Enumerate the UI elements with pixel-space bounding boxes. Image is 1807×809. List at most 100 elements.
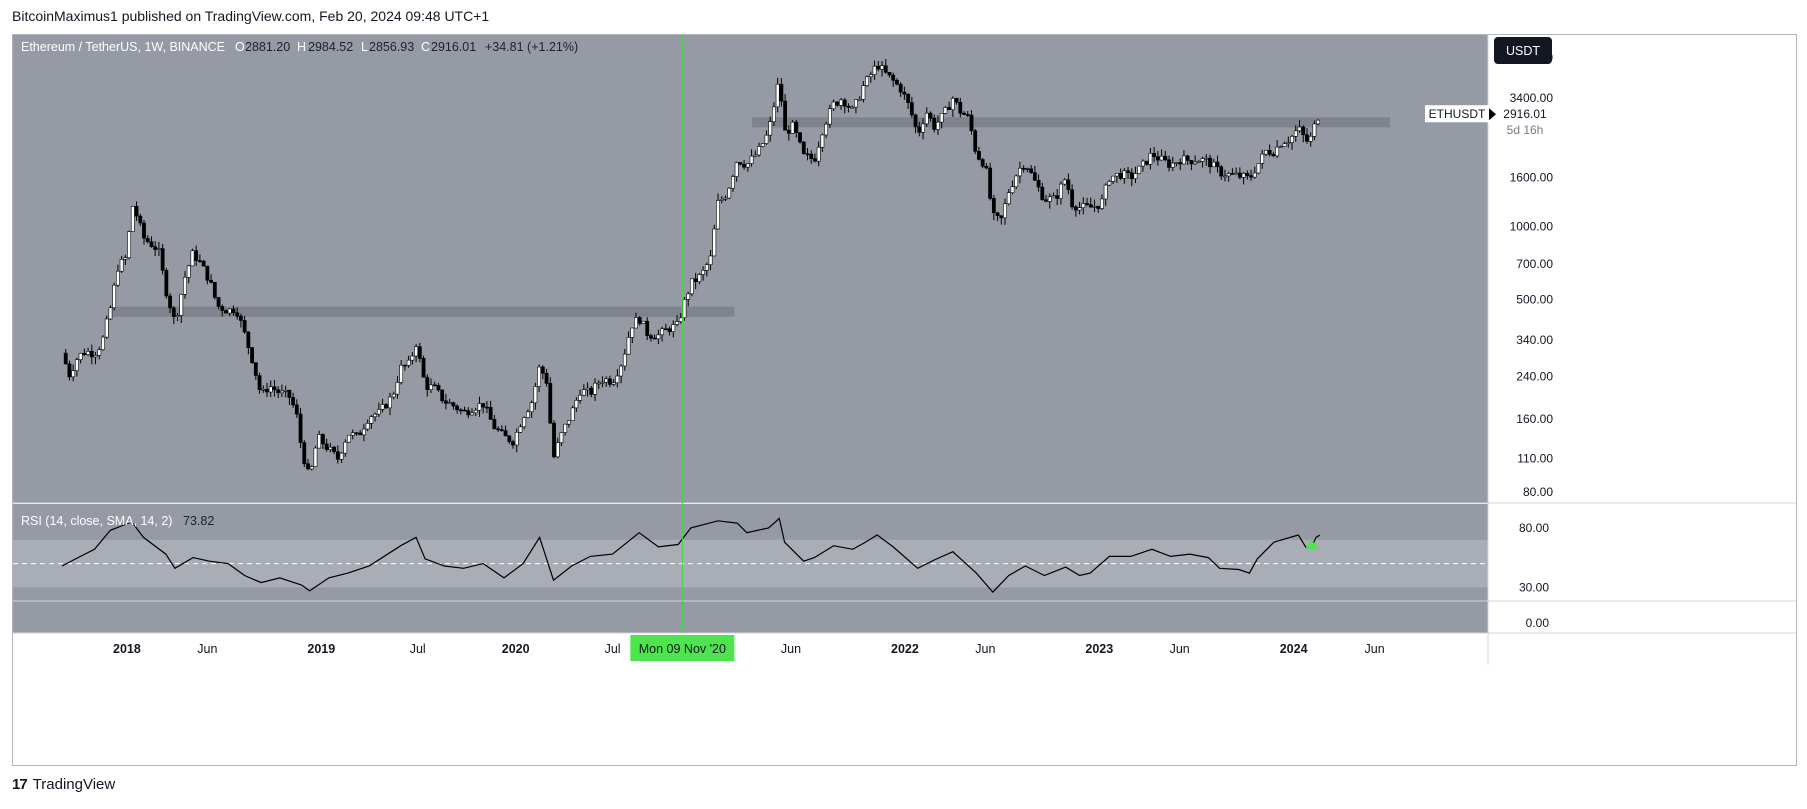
candle-up xyxy=(130,206,135,232)
candle-up xyxy=(921,123,925,133)
candle-up xyxy=(533,386,538,404)
candle-down xyxy=(1208,157,1212,168)
candle-up xyxy=(671,324,676,332)
candle-down xyxy=(507,435,512,442)
candle-up xyxy=(574,400,579,409)
candle-down xyxy=(1215,161,1220,168)
currency-button[interactable]: USDT xyxy=(1494,37,1552,64)
candle-up xyxy=(1092,205,1097,208)
time-tick-label: 2019 xyxy=(307,642,335,656)
chart-svg[interactable]: 5000.003400.001600.001000.00700.00500.00… xyxy=(13,35,1796,765)
candle-up xyxy=(924,112,929,125)
ohlc-c-label: C xyxy=(421,40,430,54)
rsi-tick-label: 30.00 xyxy=(1519,580,1549,594)
chart-container[interactable]: 5000.003400.001600.001000.00700.00500.00… xyxy=(12,34,1797,766)
time-tick-label: Jun xyxy=(781,642,801,656)
candle-up xyxy=(727,187,732,199)
candle-up xyxy=(1234,172,1239,175)
candle-down xyxy=(168,295,172,309)
price-label-symbol: ETHUSDT xyxy=(1429,107,1486,121)
candle-down xyxy=(444,400,448,404)
candle-down xyxy=(1301,126,1306,136)
candle-down xyxy=(883,65,888,73)
candle-down xyxy=(991,198,996,214)
candle-down xyxy=(962,112,966,115)
candle-down xyxy=(1036,179,1041,188)
candle-down xyxy=(246,331,251,348)
candle-down xyxy=(171,307,176,318)
candle-up xyxy=(1111,175,1116,182)
price-pane-background xyxy=(13,35,1488,503)
crosshair-date-text: Mon 09 Nov '20 xyxy=(639,642,726,656)
candle-down xyxy=(984,165,989,169)
rsi-axis[interactable]: 80.00 30.00 0.00 xyxy=(1519,521,1549,630)
candle-up xyxy=(1018,167,1022,177)
candle-down xyxy=(134,206,139,217)
rsi-indicator-label[interactable]: RSI (14, close, SMA, 14, 2) xyxy=(21,514,172,528)
candle-up xyxy=(376,409,381,415)
candle-up xyxy=(626,337,631,355)
candle-up xyxy=(570,407,575,421)
candle-down xyxy=(63,352,68,365)
candle-down xyxy=(253,362,258,376)
candle-down xyxy=(895,79,899,85)
candle-down xyxy=(1230,173,1235,175)
price-tick-label: 110.00 xyxy=(1517,451,1553,465)
candle-down xyxy=(257,375,262,390)
candle-down xyxy=(589,387,594,395)
candle-down xyxy=(742,163,747,168)
candle-up xyxy=(447,402,452,405)
candle-up xyxy=(641,320,646,324)
candle-up xyxy=(365,423,370,430)
candle-down xyxy=(1126,170,1130,173)
candle-up xyxy=(362,428,366,436)
candle-down xyxy=(548,383,553,424)
candle-down xyxy=(846,105,851,108)
candle-down xyxy=(1025,168,1030,170)
support-resistance-band xyxy=(752,117,1391,128)
candle-up xyxy=(1286,142,1291,144)
candle-up xyxy=(712,228,717,257)
candle-up xyxy=(790,121,795,134)
candle-up xyxy=(309,466,314,470)
candle-up xyxy=(1293,130,1298,137)
candle-up xyxy=(313,447,318,467)
candle-up xyxy=(347,434,351,443)
candle-down xyxy=(235,312,240,317)
candle-down xyxy=(499,429,504,431)
candle-down xyxy=(1163,155,1168,161)
ohlc-o-value: 2881.20 xyxy=(245,40,290,54)
candle-down xyxy=(965,114,970,116)
footer-brand[interactable]: 17 TradingView xyxy=(12,776,115,793)
crosshair-date-label: Mon 09 Nov '20 xyxy=(630,635,735,661)
candle-up xyxy=(768,121,773,136)
candle-down xyxy=(1245,173,1250,176)
candle-up xyxy=(936,121,940,130)
candle-down xyxy=(432,384,437,387)
candle-up xyxy=(857,98,862,101)
candle-up xyxy=(227,308,232,314)
candle-up xyxy=(529,402,534,413)
candle-up xyxy=(559,432,564,443)
time-axis[interactable]: 2018 Jun 2019 Jul 2020 Jul Jun 2022 Jun 2023 Jun 20… xyxy=(113,642,1385,656)
candle-up xyxy=(108,307,113,320)
rsi-current-value: 73.82 xyxy=(183,514,214,528)
candle-down xyxy=(291,397,295,406)
candle-down xyxy=(637,317,642,324)
candle-up xyxy=(429,384,433,390)
candle-down xyxy=(906,93,911,103)
candle-down xyxy=(973,130,978,152)
candle-up xyxy=(622,353,627,367)
candle-up xyxy=(1003,203,1007,219)
candle-down xyxy=(887,71,892,76)
candle-up xyxy=(880,65,884,70)
candle-up xyxy=(380,404,385,410)
candle-up xyxy=(123,257,128,260)
candle-up xyxy=(369,416,374,424)
candle-up xyxy=(526,411,530,418)
candle-down xyxy=(1032,172,1037,181)
candle-down xyxy=(332,446,336,452)
candle-down xyxy=(488,407,493,420)
candle-down xyxy=(142,222,146,239)
price-tick-label: 500.00 xyxy=(1516,292,1553,306)
